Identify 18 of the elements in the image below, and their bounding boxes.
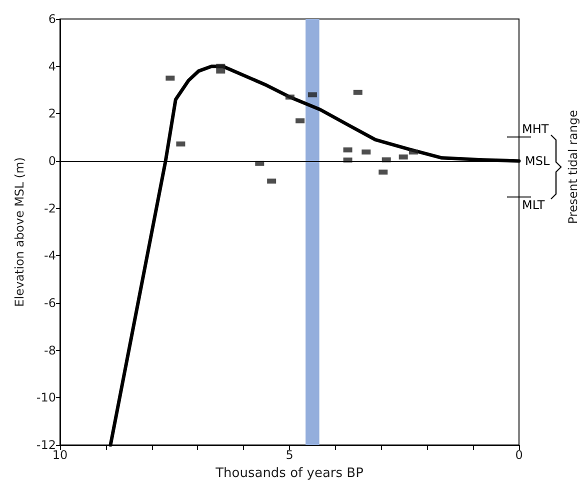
text: MLT bbox=[522, 198, 546, 212]
y-axis-title: Elevation above MSL (m) bbox=[12, 157, 26, 307]
y-tick-label: 0 bbox=[48, 154, 56, 168]
y-tick-label: -2 bbox=[44, 201, 56, 216]
y-tick-label: -6 bbox=[44, 296, 56, 310]
x-tick-label: 0 bbox=[515, 448, 523, 462]
text: MHT bbox=[522, 122, 550, 136]
x-tick-label: 10 bbox=[52, 448, 68, 462]
y-tick-label: -8 bbox=[44, 343, 56, 358]
y-tick-label: -4 bbox=[44, 248, 56, 263]
text: Present tidal range bbox=[566, 110, 580, 224]
y-tick-label: 4 bbox=[48, 59, 56, 74]
y-tick-label: -10 bbox=[36, 390, 56, 405]
x-tick-label: 5 bbox=[286, 448, 294, 462]
x-axis-title: Thousands of years BP bbox=[214, 466, 364, 481]
y-tick-label: 6 bbox=[48, 12, 56, 26]
y-tick-label: 2 bbox=[48, 106, 56, 121]
ref-line-label: MSL bbox=[525, 154, 550, 168]
